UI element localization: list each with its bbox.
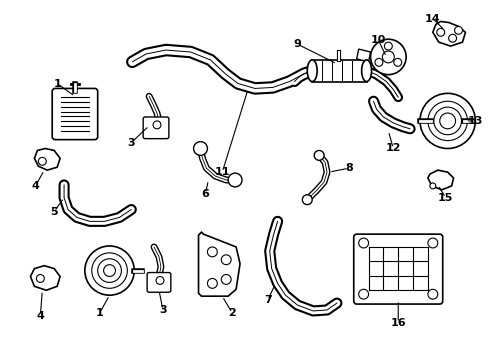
Polygon shape [427, 170, 453, 190]
Text: 4: 4 [31, 181, 39, 191]
Circle shape [36, 275, 44, 282]
Bar [311, 60, 366, 82]
Text: 4: 4 [36, 311, 44, 321]
FancyBboxPatch shape [353, 234, 442, 304]
Circle shape [427, 238, 437, 248]
Circle shape [358, 289, 368, 299]
Text: 10: 10 [370, 35, 386, 45]
Circle shape [156, 276, 163, 284]
Circle shape [382, 51, 393, 63]
Text: 5: 5 [50, 207, 58, 216]
Circle shape [207, 278, 217, 288]
Polygon shape [34, 148, 60, 170]
Text: 7: 7 [264, 295, 271, 305]
Polygon shape [356, 49, 370, 62]
Ellipse shape [306, 60, 317, 82]
Circle shape [447, 34, 456, 42]
FancyBboxPatch shape [52, 89, 98, 140]
Ellipse shape [361, 60, 371, 82]
Circle shape [358, 238, 368, 248]
Polygon shape [432, 22, 465, 46]
Circle shape [436, 28, 444, 36]
Circle shape [302, 195, 311, 204]
Text: 3: 3 [127, 138, 135, 148]
Text: 8: 8 [344, 163, 352, 173]
Polygon shape [198, 232, 240, 296]
Text: 1: 1 [96, 308, 103, 318]
Text: 3: 3 [159, 305, 166, 315]
Circle shape [193, 141, 207, 156]
Text: 15: 15 [437, 193, 452, 203]
Circle shape [153, 121, 161, 129]
Circle shape [221, 275, 231, 284]
FancyBboxPatch shape [143, 117, 168, 139]
Circle shape [429, 183, 435, 189]
Circle shape [207, 247, 217, 257]
Circle shape [370, 39, 406, 75]
Polygon shape [30, 266, 60, 290]
Circle shape [454, 26, 462, 34]
Circle shape [314, 150, 324, 160]
Text: 14: 14 [424, 14, 440, 23]
Circle shape [427, 289, 437, 299]
Text: 13: 13 [467, 116, 482, 126]
Circle shape [393, 58, 401, 66]
Text: 12: 12 [385, 144, 400, 153]
Circle shape [419, 93, 474, 148]
Circle shape [228, 173, 242, 187]
Text: 1: 1 [53, 78, 61, 89]
Circle shape [384, 42, 391, 50]
Circle shape [84, 246, 134, 295]
Text: 16: 16 [389, 318, 405, 328]
Text: 9: 9 [293, 39, 301, 49]
Text: 6: 6 [201, 189, 209, 199]
FancyBboxPatch shape [147, 273, 170, 292]
Text: 2: 2 [228, 308, 236, 318]
Text: 11: 11 [214, 167, 229, 177]
Circle shape [221, 255, 231, 265]
Circle shape [38, 157, 46, 165]
Circle shape [374, 58, 382, 66]
